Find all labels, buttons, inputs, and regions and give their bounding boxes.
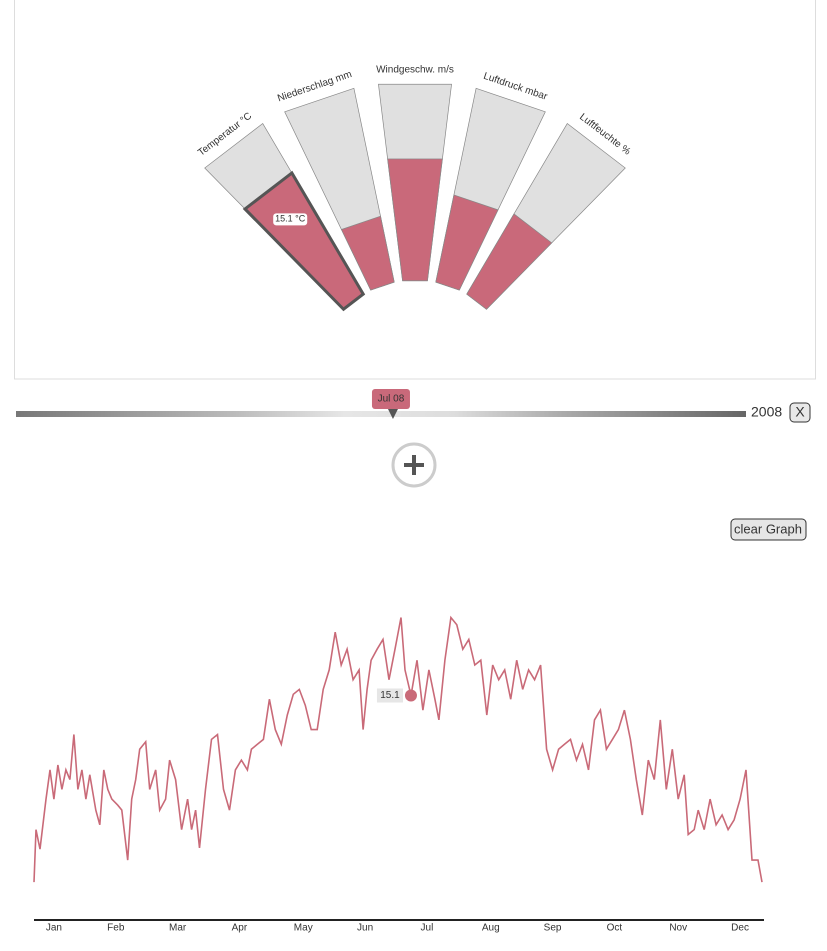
- timeline-strip[interactable]: [16, 411, 746, 417]
- gauge-label: Windgeschw. m/s: [376, 65, 454, 76]
- gauge-tooltip: 15.1 °C: [275, 214, 306, 224]
- x-tick-label: Apr: [232, 923, 248, 934]
- x-tick-label: Nov: [669, 923, 687, 934]
- close-button-label[interactable]: X: [795, 404, 805, 420]
- clear-button[interactable]: clear Graph: [730, 518, 807, 541]
- year-label: 2008: [751, 404, 782, 420]
- timeline-marker-box[interactable]: [371, 389, 410, 409]
- x-tick-label: Mar: [169, 923, 187, 934]
- x-tick-label: May: [294, 923, 313, 934]
- timeline-marker-label[interactable]: Jul 08: [378, 394, 405, 405]
- add-button[interactable]: [391, 442, 437, 488]
- gauge-fill[interactable]: [387, 158, 443, 282]
- point-label: 15.1: [380, 690, 400, 701]
- gauge-tooltip-box: [273, 213, 308, 226]
- close-button[interactable]: X: [789, 402, 811, 423]
- x-tick-label: Jul: [421, 923, 434, 934]
- highlight-point[interactable]: [404, 689, 417, 702]
- x-tick-label: Sep: [544, 923, 562, 934]
- line: [33, 615, 763, 883]
- gauge-fill[interactable]: [466, 213, 553, 310]
- gauge-fill[interactable]: [435, 194, 499, 291]
- x-tick-label: Dec: [731, 923, 749, 934]
- x-tick-label: Oct: [607, 923, 623, 934]
- add-button-icon[interactable]: [404, 455, 424, 475]
- x-tick-label: Jun: [357, 923, 373, 934]
- clear-button-box[interactable]: [730, 518, 807, 541]
- x-tick-label: Aug: [482, 923, 500, 934]
- clear-button-label[interactable]: clear Graph: [734, 521, 802, 536]
- gauge-fill[interactable]: [242, 170, 366, 312]
- x-tick-label: Jan: [46, 923, 62, 934]
- close-button-box[interactable]: [789, 402, 811, 423]
- timeline-marker-pointer[interactable]: [387, 409, 398, 419]
- point-label-box: [376, 688, 403, 703]
- gauge-fill[interactable]: [340, 215, 395, 291]
- x-tick-label: Feb: [107, 923, 125, 934]
